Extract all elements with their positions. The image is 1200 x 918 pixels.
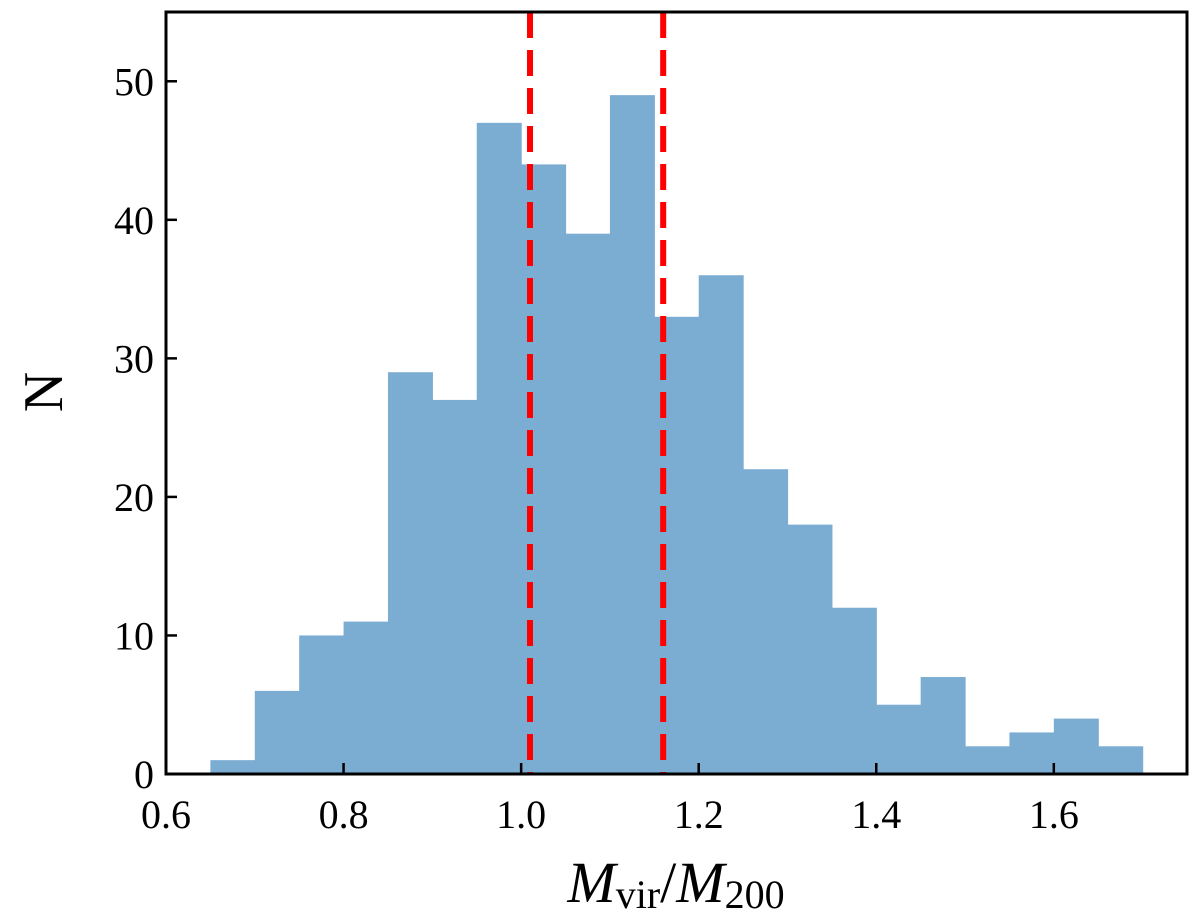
histogram-bar-13 xyxy=(787,524,833,774)
y-tick-label-4: 40 xyxy=(114,198,154,243)
histogram-bar-8 xyxy=(565,233,611,774)
histogram-bar-17 xyxy=(965,746,1011,774)
histogram-bar-6 xyxy=(476,122,522,774)
histogram-bar-20 xyxy=(1098,746,1144,774)
histogram-bar-18 xyxy=(1009,732,1055,774)
histogram-bar-11 xyxy=(698,275,744,774)
histogram-bar-5 xyxy=(432,399,478,774)
histogram-bar-16 xyxy=(920,677,966,774)
y-tick-label-5: 50 xyxy=(114,59,154,104)
x-label-sub2: 200 xyxy=(725,872,785,917)
histogram-bar-14 xyxy=(831,607,877,774)
x-label-m2: M xyxy=(675,850,727,915)
x-tick-label-1: 0.8 xyxy=(319,792,369,837)
x-label-sub1: vir xyxy=(616,872,660,917)
y-tick-label-0: 0 xyxy=(134,752,154,797)
y-axis-label: N xyxy=(13,372,75,412)
x-tick-label-3: 1.2 xyxy=(674,792,724,837)
reference-lines xyxy=(527,12,667,774)
histogram-bar-12 xyxy=(743,469,789,774)
histogram-bar-3 xyxy=(343,621,389,774)
histogram-bar-2 xyxy=(299,635,345,774)
histogram-bar-15 xyxy=(876,704,922,774)
plot-frame xyxy=(164,10,1189,776)
x-tick-labels: 0.6 0.8 1.0 1.2 1.4 1.6 xyxy=(141,792,1079,837)
y-tick-label-2: 20 xyxy=(114,475,154,520)
y-tick-label-3: 30 xyxy=(114,336,154,381)
histogram-bar-19 xyxy=(1053,718,1099,774)
x-tick-label-0: 0.6 xyxy=(141,792,191,837)
x-label-m1: M xyxy=(566,850,618,915)
y-tick-label-1: 10 xyxy=(114,613,154,658)
histogram-bar-1 xyxy=(254,690,300,774)
y-tick-labels: 0 10 20 30 40 50 xyxy=(114,59,154,797)
x-tick-label-4: 1.4 xyxy=(851,792,901,837)
x-tick-label-2: 1.0 xyxy=(496,792,546,837)
x-label-slash: / xyxy=(660,850,677,915)
histogram-bars xyxy=(210,95,1144,775)
histogram-bar-4 xyxy=(387,372,433,774)
x-tick-label-5: 1.6 xyxy=(1029,792,1079,837)
x-axis-label: Mvir/M200 xyxy=(566,850,784,917)
histogram-bar-0 xyxy=(210,760,256,774)
histogram-bar-9 xyxy=(609,95,655,775)
